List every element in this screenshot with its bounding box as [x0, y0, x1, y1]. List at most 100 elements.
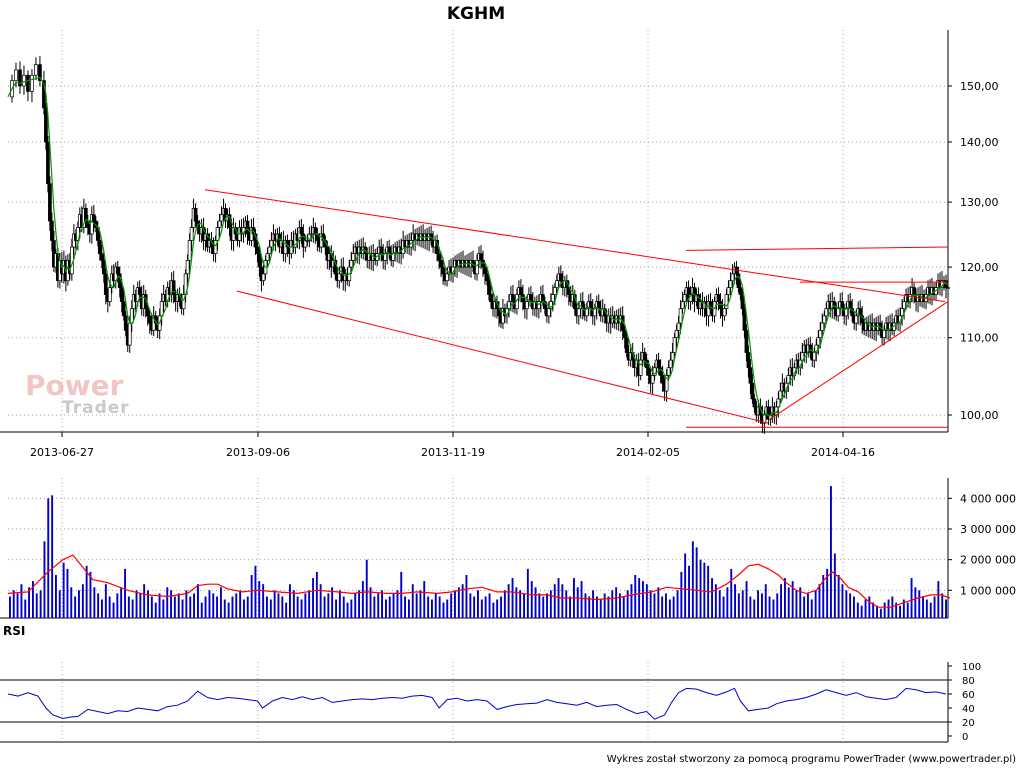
volume-bar [864, 599, 867, 618]
candle-body [816, 337, 821, 346]
volume-bar [737, 593, 740, 618]
volume-bar [342, 596, 345, 618]
candle-body [101, 259, 106, 275]
volume-bar [365, 559, 368, 618]
vol-y-tick-label: 2 000 000 [960, 554, 1016, 567]
volume-bar [469, 593, 472, 618]
candle-body [666, 367, 671, 376]
volume-bar [787, 587, 790, 618]
candle-body [744, 329, 749, 353]
volume-bar [592, 590, 594, 618]
volume-bar [519, 590, 522, 618]
candle-body [718, 301, 723, 310]
volume-bar [803, 596, 806, 618]
candle-body [147, 315, 152, 324]
candle-body [541, 294, 545, 302]
rsi-y-tick-label: 40 [962, 704, 975, 715]
candle-body [674, 329, 679, 339]
vol-y-tick-label: 4 000 000 [960, 492, 1016, 505]
volume-bar [442, 602, 445, 618]
volume-bar [902, 599, 905, 618]
volume-bar [826, 568, 829, 618]
candle-body [349, 259, 354, 268]
volume-bar [622, 596, 625, 618]
candle-body [724, 294, 729, 310]
volume-bar [914, 587, 917, 618]
candle-body [479, 253, 483, 261]
candle-body [664, 375, 669, 392]
x-tick-label: 2013-06-27 [30, 446, 94, 459]
volume-bar [43, 541, 46, 618]
candle-body [750, 382, 755, 400]
volume-bar [434, 593, 437, 618]
volume-bar [74, 596, 77, 618]
volume-bar [158, 593, 161, 618]
candle-body [481, 259, 485, 268]
volume-bar [538, 593, 541, 618]
candle-body [558, 273, 563, 282]
candle-body [441, 266, 445, 275]
candle-body [519, 287, 523, 295]
volume-bar [369, 587, 372, 618]
candle-body [644, 359, 649, 369]
trend-line [685, 246, 949, 251]
volume-bar [108, 596, 111, 618]
rsi-y-tick-label: 20 [962, 718, 975, 729]
candle-body [622, 329, 627, 339]
price-y-tick-label: 150,00 [960, 80, 999, 93]
volume-bar [553, 584, 556, 618]
volume-bar [266, 596, 268, 618]
volume-ma-path [7, 554, 951, 608]
candle-body [656, 359, 661, 369]
candle-body [261, 273, 266, 282]
candle-body [187, 240, 192, 261]
volume-bar [910, 578, 913, 618]
volume-bar [81, 584, 84, 618]
volume-bar [47, 498, 50, 618]
volume-bar [327, 593, 330, 618]
volume-bar [193, 593, 195, 618]
volume-bar [523, 593, 525, 618]
volume-bar [945, 599, 947, 618]
volume-bar [883, 602, 886, 618]
candle-body [121, 301, 126, 317]
rsi-label: RSI [3, 624, 25, 638]
candle-body [672, 337, 677, 353]
volume-bar [361, 581, 364, 618]
trend-line [236, 290, 769, 424]
candle-body [445, 273, 449, 282]
volume-bar [557, 578, 560, 618]
candle-body [485, 273, 489, 282]
volume-bar [638, 578, 641, 618]
volume-bar [296, 596, 299, 618]
candle-body [337, 273, 342, 282]
rsi-y-tick-label: 100 [962, 662, 981, 673]
candle-body [728, 280, 733, 288]
volume-bar [273, 590, 276, 618]
volume-bar [703, 562, 706, 618]
volume-bar [450, 593, 453, 618]
candle-body [752, 398, 757, 408]
candle-body [137, 287, 142, 295]
volume-bar [569, 596, 571, 618]
volume-bar [147, 590, 149, 618]
volume-bar [542, 596, 545, 618]
candle-body [818, 329, 823, 339]
candle-body [624, 337, 629, 353]
candle-body [26, 74, 30, 92]
volume-bar [642, 581, 644, 618]
volume-bar [757, 590, 759, 618]
volume-bar [822, 575, 825, 618]
candle-body [171, 280, 176, 295]
volume-bar [131, 599, 134, 618]
volume-bar [484, 596, 487, 618]
volume-bar [258, 581, 261, 618]
candle-body [185, 259, 190, 275]
volume-bar [684, 553, 687, 618]
candle-body [38, 64, 42, 81]
candle-body [576, 308, 581, 317]
trend-line [204, 189, 946, 303]
volume-bar [116, 593, 119, 618]
volume-bar [599, 599, 602, 618]
volume-bar [477, 590, 479, 618]
